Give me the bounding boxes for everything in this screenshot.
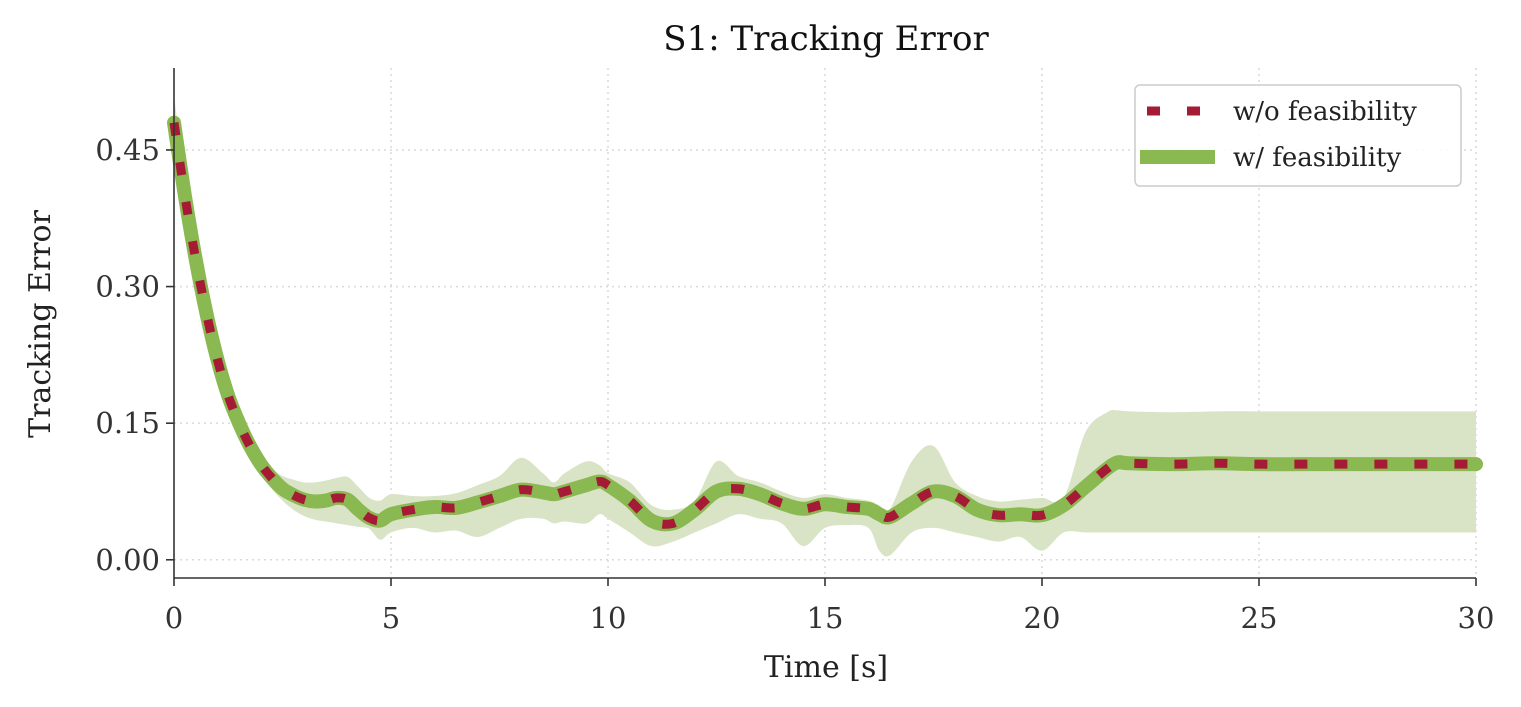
x-tick-label: 15 [807, 601, 844, 635]
series-layer [167, 115, 1483, 532]
chart-title: S1: Tracking Error [663, 19, 989, 59]
x-axis-label: Time [s] [764, 650, 888, 685]
y-tick-label: 0.30 [95, 270, 160, 304]
legend-frame [1134, 84, 1462, 187]
x-tick-label: 20 [1024, 601, 1061, 635]
y-tick-label: 0.45 [95, 133, 160, 167]
x-tick-label: 30 [1458, 601, 1495, 635]
y-tick-label: 0.15 [95, 406, 160, 440]
x-tick-label: 5 [382, 601, 400, 635]
grid [174, 68, 1477, 578]
series-line-w-feasibility [167, 115, 1483, 532]
x-tick-label: 0 [165, 601, 183, 635]
y-tick-label: 0.00 [95, 543, 160, 577]
x-tick-label: 10 [590, 601, 627, 635]
x-tick-label: 25 [1241, 601, 1278, 635]
legend: w/o feasibility w/ feasibility [1134, 84, 1462, 187]
confidence-band-layer [174, 95, 1476, 557]
axes: 0 5 10 15 20 25 30 0.00 0.15 0.30 0.45 [95, 68, 1494, 635]
legend-label-wo-feasibility: w/o feasibility [1233, 97, 1417, 127]
w-feasibility-band [174, 95, 1476, 557]
legend-label-w-feasibility: w/ feasibility [1233, 143, 1401, 173]
y-axis-label: Tracking Error [23, 209, 58, 438]
